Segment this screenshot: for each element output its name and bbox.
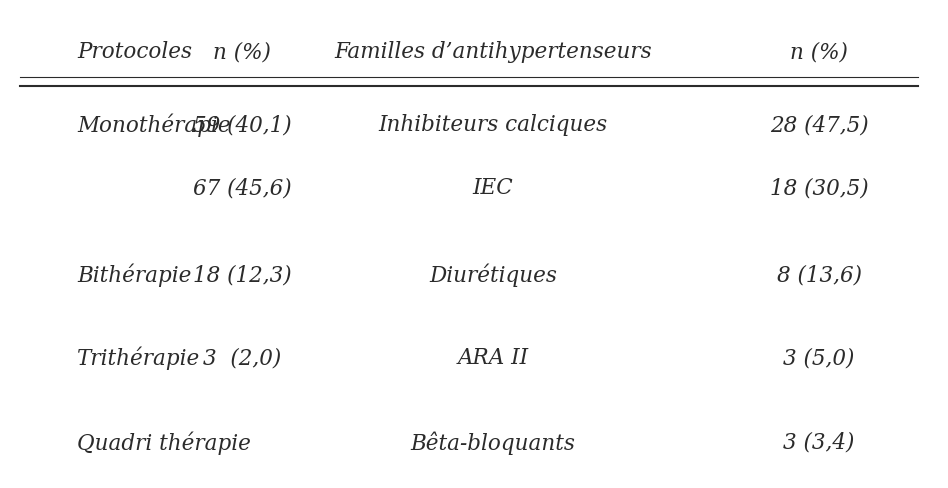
Text: ARA II: ARA II: [457, 347, 528, 369]
Text: Diurétiques: Diurétiques: [428, 264, 556, 287]
Text: Bêta-bloquants: Bêta-bloquants: [410, 431, 575, 455]
Text: Protocoles: Protocoles: [77, 41, 192, 63]
Text: 3 (3,4): 3 (3,4): [783, 432, 855, 454]
Text: 28 (47,5): 28 (47,5): [770, 114, 868, 136]
Text: 59 (40,1): 59 (40,1): [193, 114, 292, 136]
Text: 3  (2,0): 3 (2,0): [203, 347, 282, 369]
Text: Inhibiteurs calciques: Inhibiteurs calciques: [378, 114, 608, 136]
Text: 18 (12,3): 18 (12,3): [193, 264, 292, 286]
Text: n (%): n (%): [213, 41, 271, 63]
Text: Trithérapie: Trithérapie: [77, 346, 200, 370]
Text: 3 (5,0): 3 (5,0): [783, 347, 855, 369]
Text: Monothérapie: Monothérapie: [77, 113, 230, 137]
Text: 18 (30,5): 18 (30,5): [770, 177, 868, 199]
Text: IEC: IEC: [472, 177, 513, 199]
Text: 8 (13,6): 8 (13,6): [776, 264, 862, 286]
Text: Bithérapie: Bithérapie: [77, 264, 191, 287]
Text: Quadri thérapie: Quadri thérapie: [77, 431, 251, 455]
Text: Familles d’antihypertenseurs: Familles d’antihypertenseurs: [334, 41, 651, 63]
Text: 67 (45,6): 67 (45,6): [193, 177, 292, 199]
Text: n (%): n (%): [790, 41, 848, 63]
